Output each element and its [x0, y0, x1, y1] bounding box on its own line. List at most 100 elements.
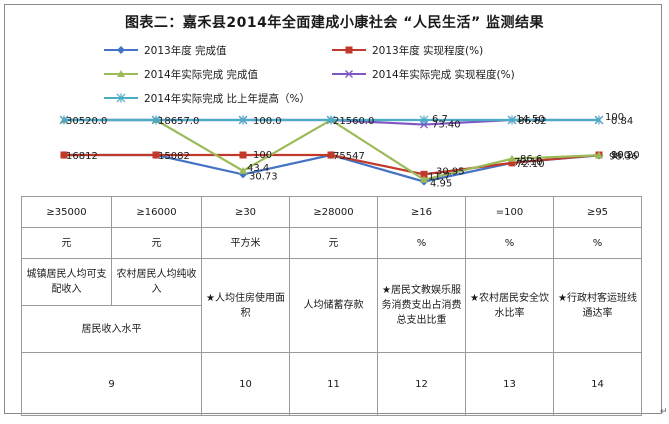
series-line	[64, 118, 600, 181]
legend-marker	[345, 46, 353, 54]
unit-cell: 元	[21, 227, 112, 259]
indicator-label: ★行政村客运班线通达率	[558, 292, 637, 319]
data-label: 16812	[66, 151, 98, 162]
data-point	[59, 115, 69, 125]
legend-label: 2014年实际完成 比上年提高（%）	[144, 92, 310, 105]
standard-cell: ≥28000	[289, 196, 378, 228]
number-row: 9 10 11 12 13 14	[21, 352, 642, 416]
number-cell: 9	[21, 352, 202, 416]
data-label-layer: 30.734.9572.1098.3610030.9572.10100.043.…	[66, 112, 640, 190]
number-cell: 13	[465, 352, 554, 416]
legend-item: 2014年实际完成 比上年提高（%）	[104, 92, 310, 105]
data-point	[151, 115, 161, 125]
number-cell: 14	[553, 352, 642, 416]
indicator-table: ≥35000 ≥16000 ≥30 ≥28000 ≥16 =100 ≥95 元 …	[21, 196, 642, 416]
legend-item: 2013年度 实现程度(%)	[332, 44, 483, 57]
data-label: 75547	[333, 151, 365, 162]
data-label: 100.0	[611, 150, 640, 161]
number-cell: 11	[289, 352, 378, 416]
indicator-label: 居民收入水平	[81, 323, 142, 335]
unit-cell: 元	[289, 227, 378, 259]
chart-title: 图表二：嘉禾县2014年全面建成小康社会 “人民生活” 监测结果	[124, 15, 545, 31]
legend-label: 2014年实际完成 实现程度(%)	[372, 68, 515, 81]
indicator-label: ★农村居民安全饮水比率	[470, 292, 549, 319]
legend-label: 2014年实际完成 完成值	[144, 68, 259, 81]
data-point	[326, 115, 336, 125]
legend-label: 2013年度 实现程度(%)	[372, 44, 483, 57]
legend-marker	[116, 93, 126, 103]
data-point	[327, 151, 335, 159]
legend: 2013年度 完成值 2013年度 实现程度(%) 2014年实际完成 完成值 201…	[104, 44, 515, 105]
data-label: 14.50	[516, 114, 545, 125]
data-point	[420, 170, 428, 178]
data-point	[239, 151, 247, 159]
data-label: 6.7	[432, 114, 448, 125]
standard-cell: ≥16000	[111, 196, 202, 228]
indicator-cell-income-level: 居民收入水平	[21, 305, 202, 353]
unit-cell: 平方米	[201, 227, 290, 259]
data-label: 11.7	[428, 172, 450, 183]
data-label: 86.62	[518, 116, 547, 127]
indicator-group-row: 居民收入水平	[21, 305, 642, 353]
standard-cell: ≥35000	[21, 196, 112, 228]
data-point	[152, 151, 160, 159]
legend-label: 2013年度 完成值	[144, 44, 227, 57]
data-label: 18657.0	[158, 116, 199, 127]
indicator-label: 农村居民人均纯收入	[116, 269, 197, 295]
legend-item: 2013年度 完成值	[104, 44, 227, 57]
number-cell: 10	[201, 352, 290, 416]
data-label: 98.36	[609, 151, 638, 162]
series-5	[59, 115, 604, 125]
indicator-cell-water: ★农村居民安全饮水比率	[465, 258, 554, 353]
standard-cell: ≥16	[377, 196, 466, 228]
indicator-label: 城镇居民人均可支配收入	[26, 269, 107, 295]
indicator-cell-rural-income: 农村居民人均纯收入	[111, 258, 202, 306]
data-label: 99.2	[611, 150, 633, 161]
legend-marker	[117, 70, 125, 77]
data-label: 30.95	[436, 166, 465, 177]
data-label: 72.10	[516, 159, 545, 170]
indicator-name-row: 城镇居民人均可支配收入 农村居民人均纯收入 ★人均住房使用面积 人均储蓄存款 ★…	[21, 258, 642, 353]
data-point	[420, 175, 428, 183]
legend-item: 2014年实际完成 实现程度(%)	[332, 68, 515, 81]
data-label: 21560.0	[333, 116, 374, 127]
unit-cell: %	[553, 227, 642, 259]
line-chart: 2013年度 完成值 2013年度 实现程度(%) 2014年实际完成 完成值 201…	[59, 44, 640, 190]
legend-marker	[345, 70, 353, 78]
indicator-cell-savings: 人均储蓄存款	[289, 258, 378, 353]
data-label: 100	[253, 150, 272, 161]
legend-marker	[117, 46, 125, 54]
indicator-cell-culture: ★居民文教娱乐服务消费支出占消费总支出比重	[377, 258, 466, 353]
data-point	[238, 115, 248, 125]
indicator-label: 人均储蓄存款	[303, 300, 364, 311]
series-layer	[59, 115, 604, 186]
unit-cell: %	[465, 227, 554, 259]
resize-glyph: ↵	[660, 407, 668, 417]
data-point	[60, 151, 68, 159]
number-cell: 12	[377, 352, 466, 416]
standard-row: ≥35000 ≥16000 ≥30 ≥28000 ≥16 =100 ≥95	[21, 196, 642, 228]
data-point	[594, 115, 604, 125]
data-label: 15082	[158, 151, 190, 162]
data-label: 4.95	[430, 179, 452, 190]
data-label: 30.73	[249, 171, 278, 182]
standard-cell: ≥95	[553, 196, 642, 228]
indicator-label: ★居民文教娱乐服务消费支出占消费总支出比重	[381, 285, 462, 326]
data-point	[508, 159, 516, 167]
data-point	[239, 166, 247, 174]
data-label: 100	[605, 112, 624, 123]
data-label: 86.6	[520, 154, 542, 165]
standard-cell: ≥30	[201, 196, 290, 228]
data-point	[595, 151, 603, 159]
unit-row: 元 元 平方米 元 % % %	[21, 227, 642, 259]
data-label: 73.40	[432, 120, 461, 131]
indicator-label: ★人均住房使用面积	[206, 292, 285, 319]
unit-cell: 元	[111, 227, 202, 259]
indicator-cell-urban-income: 城镇居民人均可支配收入	[21, 258, 112, 306]
indicator-cell-bus: ★行政村客运班线通达率	[553, 258, 642, 353]
data-label: 72.10	[514, 157, 543, 168]
data-label: 0.84	[611, 116, 633, 127]
unit-cell: %	[377, 227, 466, 259]
data-point	[508, 154, 516, 162]
data-label: 30520.0	[66, 116, 107, 127]
